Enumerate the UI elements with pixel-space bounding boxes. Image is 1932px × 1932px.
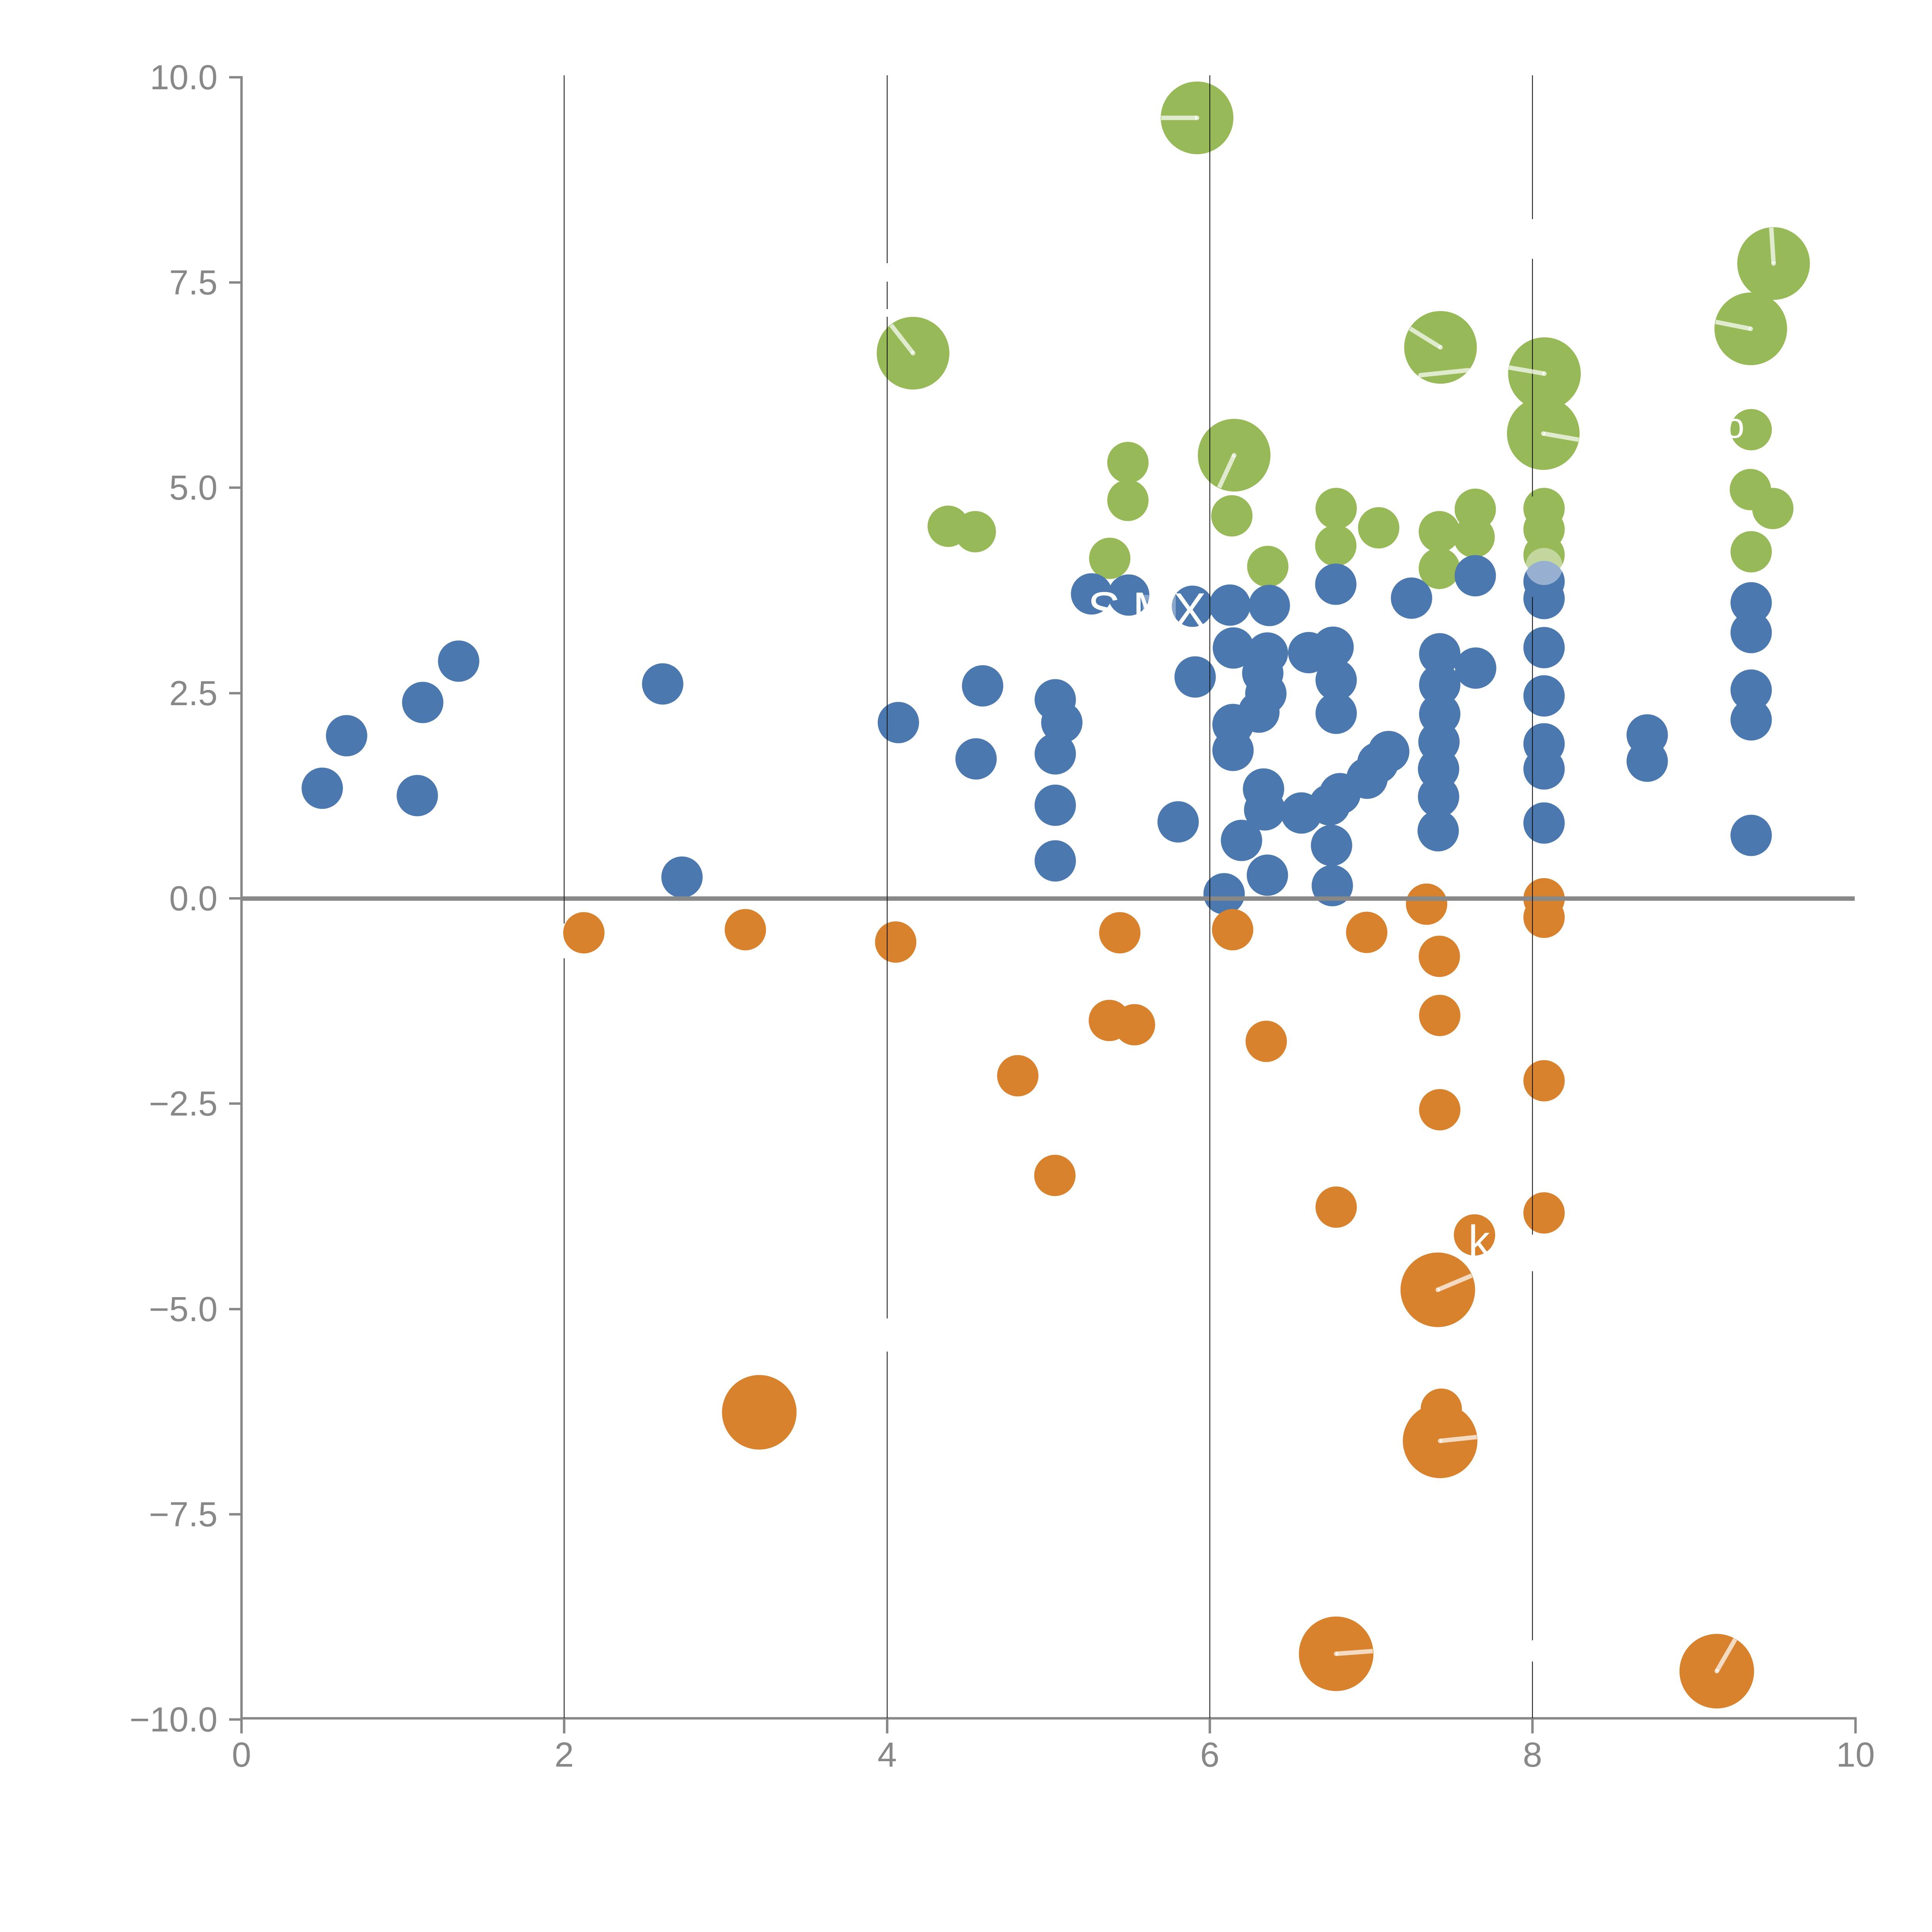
svg-text:4: 4 bbox=[878, 1736, 897, 1774]
svg-text:5.0: 5.0 bbox=[169, 469, 218, 507]
svg-text:6: 6 bbox=[1200, 1736, 1219, 1774]
svg-text:0.0: 0.0 bbox=[169, 879, 218, 918]
svg-text:X: X bbox=[1173, 583, 1206, 638]
svg-text:−5.0: −5.0 bbox=[149, 1290, 218, 1329]
svg-text:7.5: 7.5 bbox=[169, 264, 218, 302]
svg-text:M: M bbox=[1139, 585, 1180, 640]
svg-text:−2.5: −2.5 bbox=[149, 1085, 218, 1123]
svg-text:2.5: 2.5 bbox=[169, 674, 218, 713]
svg-text:0: 0 bbox=[232, 1736, 251, 1774]
svg-text:k: k bbox=[1468, 1217, 1490, 1265]
svg-text:10.0: 10.0 bbox=[150, 58, 218, 97]
svg-text:−10.0: −10.0 bbox=[129, 1701, 218, 1739]
svg-text:M: M bbox=[1133, 582, 1174, 638]
svg-text:−7.5: −7.5 bbox=[149, 1495, 218, 1534]
svg-text:2: 2 bbox=[554, 1736, 574, 1774]
svg-text:8: 8 bbox=[1523, 1736, 1542, 1774]
svg-text:o: o bbox=[1725, 406, 1744, 446]
svg-text:S: S bbox=[1087, 582, 1120, 638]
svg-text:10: 10 bbox=[1836, 1736, 1875, 1774]
